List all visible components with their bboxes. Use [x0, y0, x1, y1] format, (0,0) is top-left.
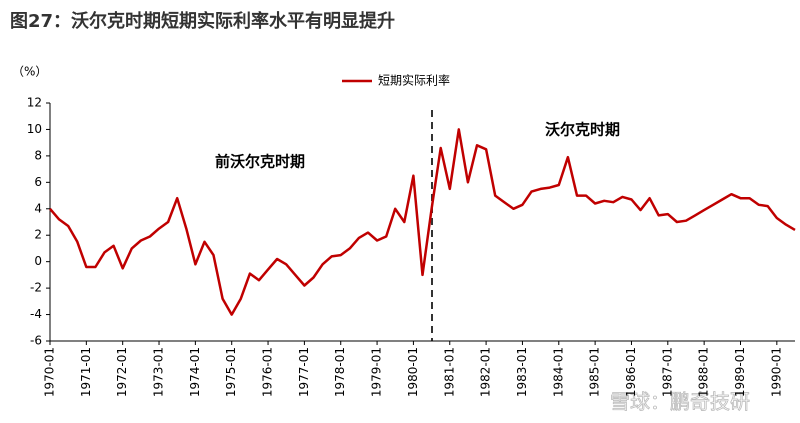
x-tick-label: 1973-01 [152, 347, 166, 397]
x-tick-label: 1981-01 [442, 347, 456, 397]
y-tick-label: -2 [30, 281, 42, 295]
y-tick-label: 12 [27, 96, 42, 110]
y-tick-label: -6 [30, 334, 42, 348]
x-tick-label: 1982-01 [479, 347, 493, 397]
y-tick-label: 2 [34, 228, 42, 242]
x-tick-label: 1987-01 [660, 347, 674, 397]
y-tick-label: 6 [34, 175, 42, 189]
legend: 短期实际利率 [342, 73, 450, 88]
x-tick-label: 1988-01 [697, 347, 711, 397]
y-tick-label: 0 [34, 254, 42, 268]
y-axis-label: （%） [12, 65, 47, 79]
x-tick-label: 1977-01 [297, 347, 311, 397]
x-tick-label: 1978-01 [333, 347, 347, 397]
y-tick-label: 10 [27, 122, 42, 136]
x-tick-label: 1985-01 [588, 347, 602, 397]
x-tick-label: 1971-01 [79, 347, 93, 397]
x-tick-label: 1974-01 [188, 347, 202, 397]
x-tick-label: 1986-01 [624, 347, 638, 397]
x-tick-label: 1983-01 [515, 347, 529, 397]
x-tick-label: 1984-01 [551, 347, 565, 397]
chart-title: 图27：沃尔克时期短期实际利率水平有明显提升 [10, 10, 395, 32]
watermark: 雪球：鹏奇技研 [610, 390, 750, 414]
x-tick-label: 1975-01 [224, 347, 238, 397]
x-tick-label: 1970-01 [43, 347, 57, 397]
annotation: 前沃尔克时期 [215, 153, 305, 171]
x-tick-label: 1972-01 [115, 347, 129, 397]
x-tick-label: 1989-01 [733, 347, 747, 397]
annotation: 沃尔克时期 [545, 121, 620, 139]
x-tick-label: 1976-01 [261, 347, 275, 397]
series-line [49, 128, 796, 316]
legend-label: 短期实际利率 [378, 73, 450, 88]
x-tick-label: 1980-01 [406, 347, 420, 397]
y-tick-label: -4 [30, 307, 42, 321]
x-tick-label: 1990-01 [769, 347, 783, 397]
x-tick-label: 1979-01 [370, 347, 384, 397]
y-tick-label: 8 [34, 148, 42, 162]
y-tick-label: 4 [34, 201, 42, 215]
